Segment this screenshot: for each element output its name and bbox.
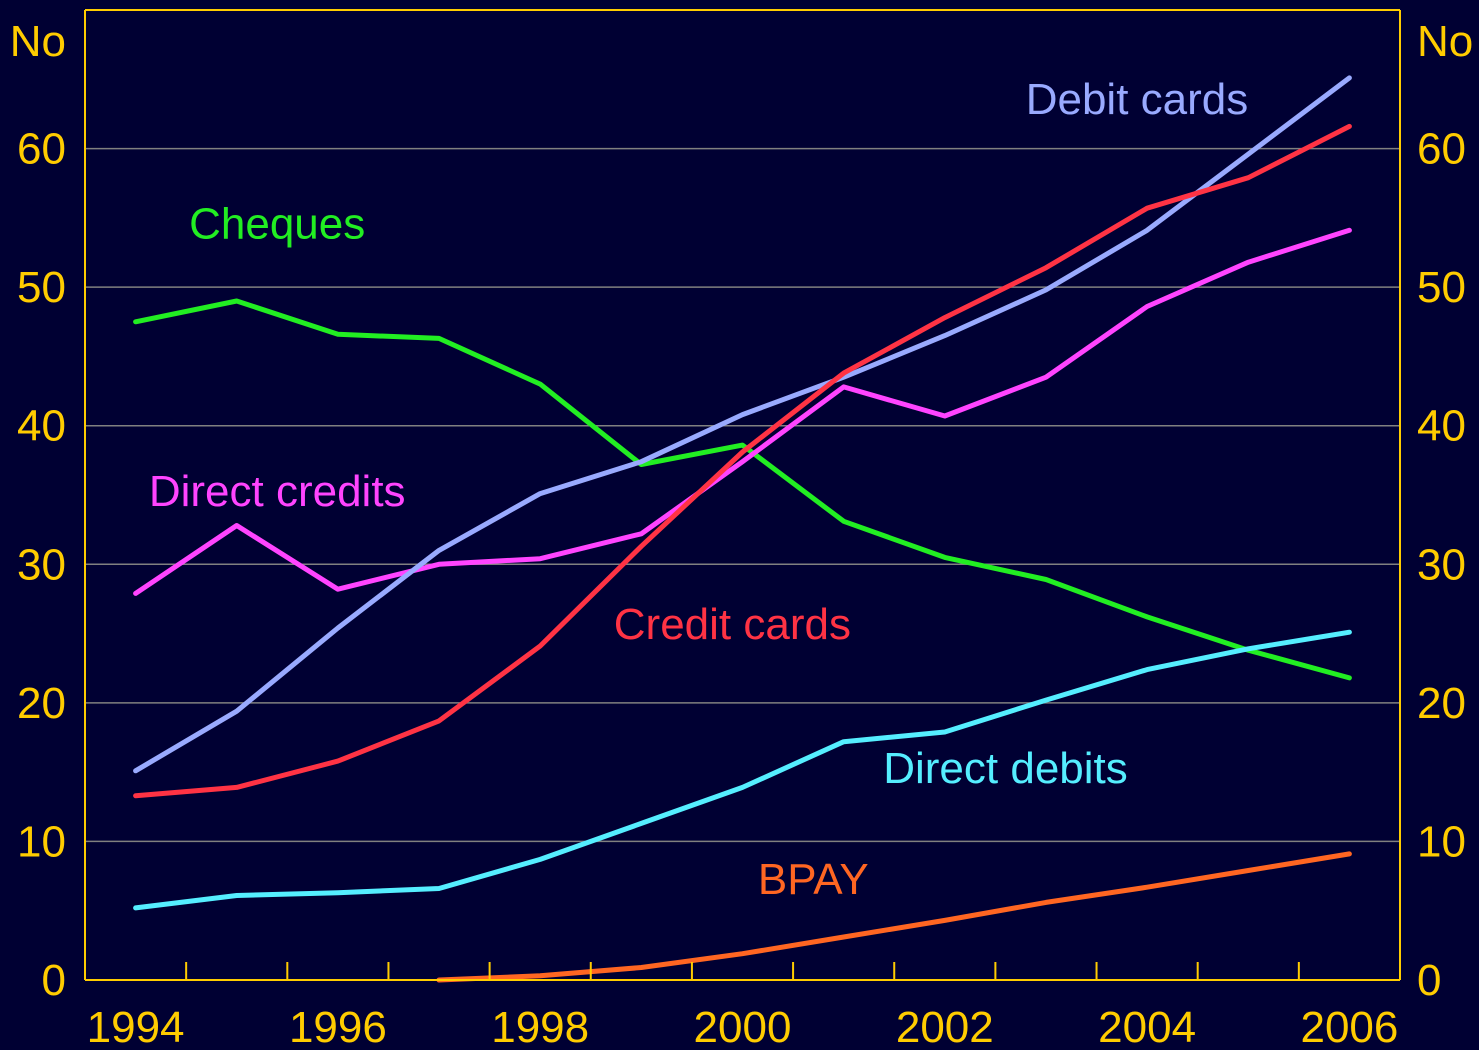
axes <box>84 9 1401 981</box>
y-tick-label-right: 30 <box>1417 540 1466 589</box>
series-label-direct-debits: Direct debits <box>883 744 1128 793</box>
series-line-direct-debits <box>133 629 1352 911</box>
labels: 1994 1996 1998 2000 2002 2004 2006 0 0 10 10 20 20 30… <box>10 17 1474 1050</box>
gridlines <box>85 147 1400 843</box>
series-label-bpay: BPAY <box>758 855 869 904</box>
x-tick-label: 2006 <box>1300 1003 1398 1050</box>
series-label-direct-credits: Direct credits <box>149 467 406 516</box>
y-tick-label-right: 60 <box>1417 125 1466 174</box>
series-line-debit-cards <box>133 75 1352 774</box>
x-tick-label: 2002 <box>896 1003 994 1050</box>
y-tick-label-left: 30 <box>17 540 66 589</box>
x-tick-label: 1998 <box>491 1003 589 1050</box>
y-tick-label-left: 20 <box>17 679 66 728</box>
series-label-debit-cards: Debit cards <box>1026 75 1249 124</box>
x-tick-label: 1996 <box>289 1003 387 1050</box>
x-tick-label: 1994 <box>87 1003 185 1050</box>
right-unit-label: No <box>1417 17 1473 66</box>
left-unit-label: No <box>10 17 66 66</box>
y-tick-label-right: 50 <box>1417 263 1466 312</box>
series-line-direct-credits <box>133 227 1352 596</box>
x-tick-label: 2004 <box>1098 1003 1196 1050</box>
y-tick-label-right: 0 <box>1417 956 1441 1005</box>
y-tick-label-right: 20 <box>1417 679 1466 728</box>
y-tick-label-left: 10 <box>17 817 66 866</box>
series-line-cheques <box>133 298 1352 681</box>
series-label-credit-cards: Credit cards <box>614 600 851 649</box>
series-label-cheques: Cheques <box>189 200 365 249</box>
y-tick-label-right: 40 <box>1417 402 1466 451</box>
series-line-credit-cards <box>133 123 1352 799</box>
y-tick-label-right: 10 <box>1417 817 1466 866</box>
y-tick-label-left: 60 <box>17 125 66 174</box>
y-tick-label-left: 40 <box>17 402 66 451</box>
x-tick-label: 2000 <box>694 1003 792 1050</box>
y-tick-label-left: 50 <box>17 263 66 312</box>
y-tick-label-left: 0 <box>42 956 66 1005</box>
